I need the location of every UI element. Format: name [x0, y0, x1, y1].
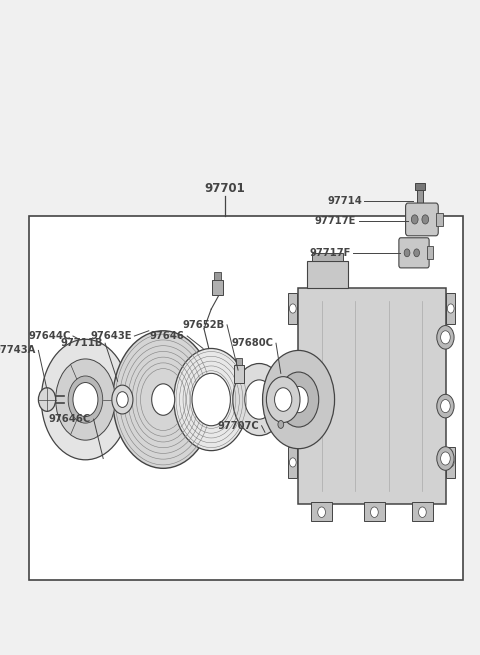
Circle shape	[38, 388, 56, 411]
Bar	[288, 293, 297, 324]
Text: 97717E: 97717E	[315, 216, 356, 227]
Circle shape	[371, 507, 378, 517]
Bar	[212, 280, 223, 295]
Circle shape	[275, 388, 292, 411]
Bar	[364, 502, 385, 521]
Circle shape	[318, 507, 325, 517]
Circle shape	[419, 507, 426, 517]
Circle shape	[112, 385, 133, 414]
Bar	[436, 213, 443, 226]
Circle shape	[117, 392, 128, 407]
Circle shape	[278, 372, 319, 427]
Circle shape	[41, 339, 130, 460]
Circle shape	[414, 249, 420, 257]
Circle shape	[404, 249, 410, 257]
Bar	[427, 246, 433, 259]
Bar	[446, 447, 455, 478]
Circle shape	[289, 386, 308, 413]
Circle shape	[447, 304, 454, 313]
Circle shape	[278, 421, 284, 428]
Text: 97743A: 97743A	[0, 345, 36, 356]
Circle shape	[437, 394, 454, 418]
Bar	[29, 216, 463, 580]
Circle shape	[289, 458, 296, 467]
Circle shape	[437, 447, 454, 470]
Circle shape	[441, 452, 450, 465]
FancyBboxPatch shape	[406, 203, 438, 236]
Circle shape	[56, 359, 115, 440]
Text: 97707C: 97707C	[217, 421, 259, 431]
Text: 97652B: 97652B	[182, 320, 225, 330]
Circle shape	[441, 331, 450, 344]
Bar	[446, 293, 455, 324]
Text: 97646C: 97646C	[49, 414, 91, 424]
Circle shape	[422, 215, 429, 224]
Circle shape	[233, 364, 286, 436]
Bar	[214, 272, 221, 280]
Bar	[298, 288, 446, 504]
Text: 97701: 97701	[204, 181, 245, 195]
Circle shape	[152, 384, 175, 415]
Bar	[236, 358, 242, 365]
Circle shape	[192, 373, 230, 426]
Bar	[312, 253, 343, 261]
Circle shape	[68, 376, 103, 423]
Circle shape	[266, 377, 300, 422]
Text: 97680C: 97680C	[231, 338, 274, 348]
Text: 97714: 97714	[327, 196, 362, 206]
Bar	[234, 365, 244, 383]
Text: 97711B: 97711B	[60, 338, 103, 348]
Text: 97717F: 97717F	[309, 248, 350, 258]
Bar	[288, 447, 297, 478]
Circle shape	[447, 458, 454, 467]
Circle shape	[411, 215, 418, 224]
Circle shape	[73, 383, 98, 417]
Text: 97644C: 97644C	[28, 331, 71, 341]
Circle shape	[437, 326, 454, 349]
Bar	[307, 261, 348, 288]
Bar	[415, 183, 425, 190]
Circle shape	[263, 350, 335, 449]
Text: 97643E: 97643E	[91, 331, 132, 341]
FancyBboxPatch shape	[399, 238, 429, 268]
Circle shape	[174, 348, 249, 451]
Circle shape	[289, 304, 296, 313]
Bar	[412, 502, 433, 521]
Text: 97646: 97646	[150, 331, 185, 341]
Circle shape	[113, 331, 214, 468]
Circle shape	[441, 400, 450, 413]
Bar	[311, 502, 332, 521]
Bar	[417, 190, 423, 216]
Circle shape	[245, 380, 274, 419]
